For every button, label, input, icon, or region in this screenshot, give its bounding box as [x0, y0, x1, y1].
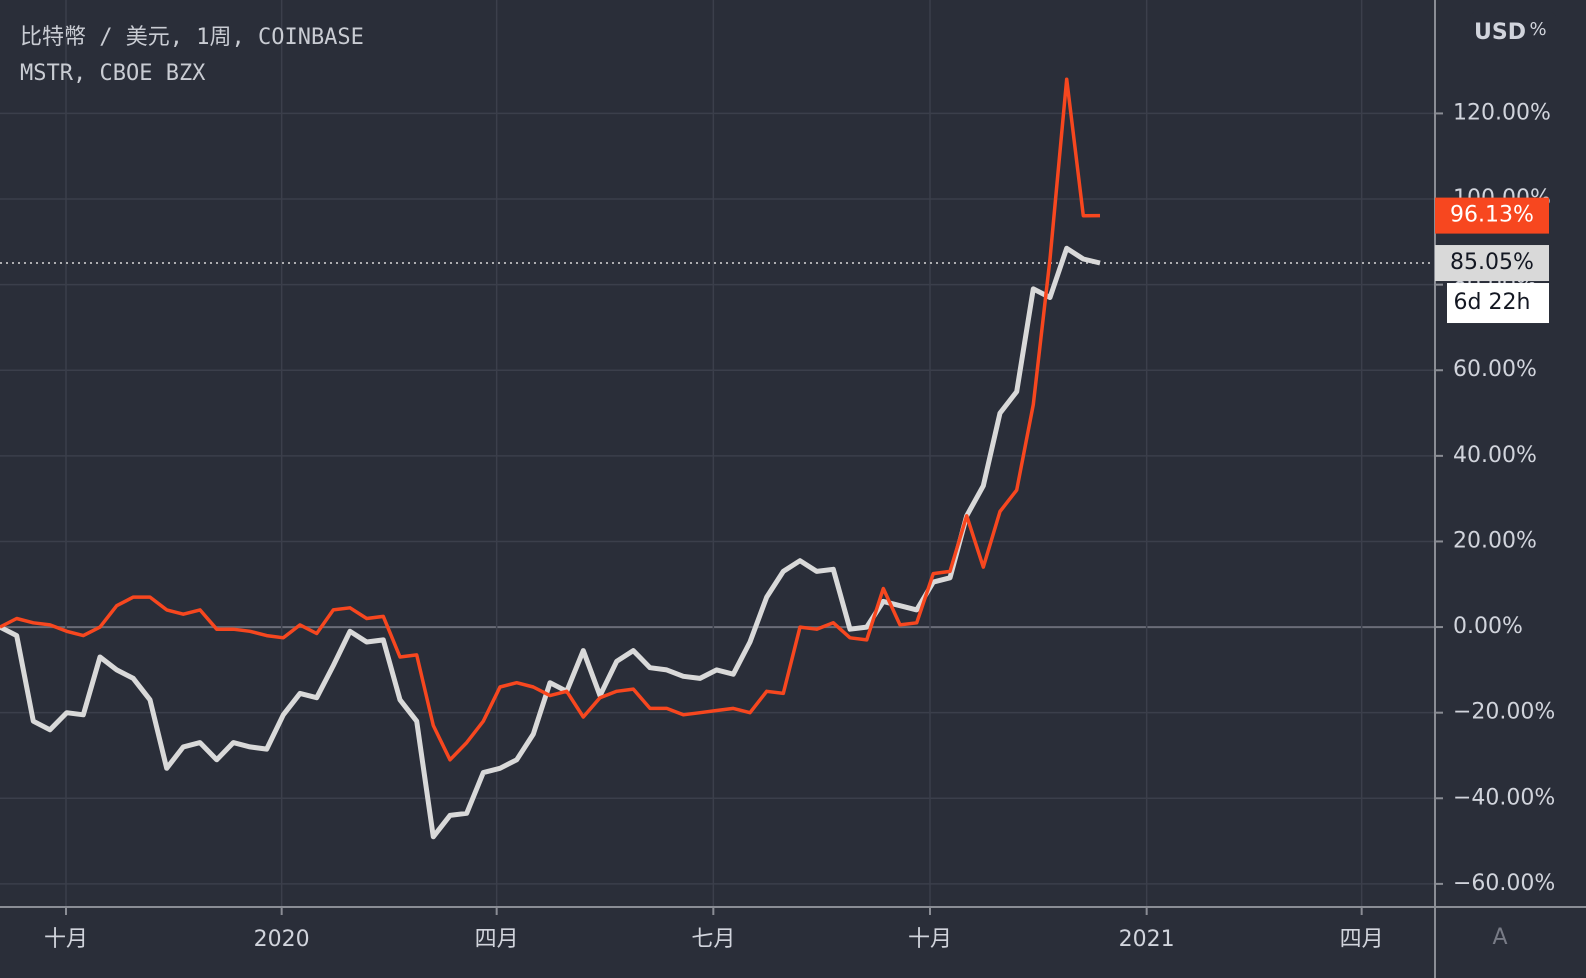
y-tick-label: −20.00%	[1453, 700, 1555, 725]
legend-entry: MSTR, CBOE BZX	[20, 61, 206, 86]
currency-button-bg[interactable]	[1470, 12, 1556, 54]
price-badge	[1435, 245, 1549, 282]
currency-button[interactable]: USD	[1474, 20, 1526, 45]
x-tick-label: 2021	[1119, 927, 1175, 952]
y-tick-label: 40.00%	[1453, 443, 1537, 468]
y-tick-label: 20.00%	[1453, 528, 1537, 553]
auto-button[interactable]: A	[1492, 925, 1507, 950]
axes: −60.00% −40.00% −20.00% 0.00% 20.00% 40.00% 60…	[44, 100, 1555, 952]
x-tick-label: 四月	[475, 927, 519, 952]
series-line	[0, 77, 1101, 762]
x-tick-label: 四月	[1340, 927, 1384, 952]
price-badge-label: 85.05%	[1450, 250, 1534, 275]
price-badge	[1435, 197, 1549, 234]
legend: 比特幣 / 美元, 1周, COINBASE MSTR, CBOE BZX	[20, 25, 364, 86]
percent-button[interactable]: %	[1529, 19, 1546, 40]
x-tick-label: 十月	[908, 927, 952, 952]
x-tick-label: 2020	[254, 927, 310, 952]
price-badge-label: 96.13%	[1450, 203, 1534, 228]
plot	[0, 77, 1101, 840]
y-tick-label: 120.00%	[1453, 100, 1551, 125]
x-tick-label: 十月	[44, 927, 88, 952]
countdown: 6d 22h	[1454, 290, 1531, 315]
y-tick-label: 60.00%	[1453, 357, 1537, 382]
legend-entry: 比特幣 / 美元, 1周, COINBASE	[20, 25, 364, 50]
y-tick-label: −60.00%	[1453, 871, 1555, 896]
y-tick-label: −40.00%	[1453, 785, 1555, 810]
x-tick-label: 七月	[691, 927, 735, 952]
grid	[0, 0, 1435, 907]
series-line	[0, 245, 1101, 840]
y-tick-label: 0.00%	[1453, 614, 1523, 639]
countdown-bg	[1447, 283, 1549, 324]
